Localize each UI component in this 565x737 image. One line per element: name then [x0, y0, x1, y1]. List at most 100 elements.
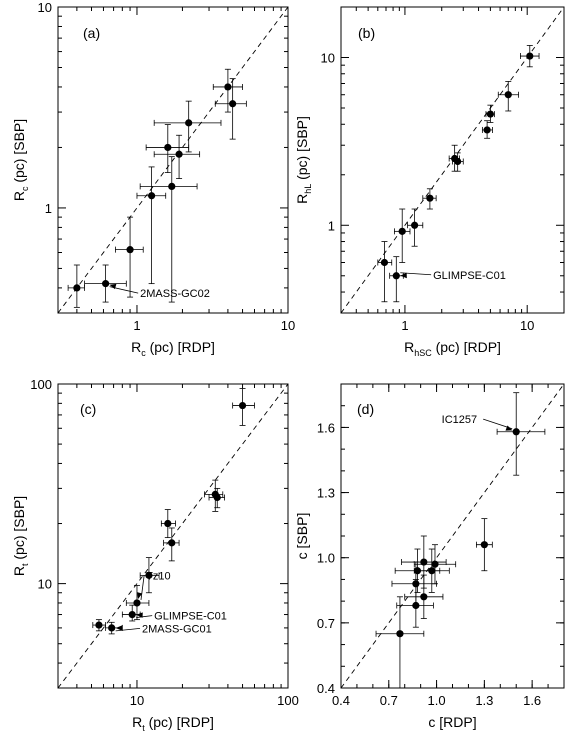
- x-axis-label-sub: t: [142, 723, 145, 733]
- data-point: [393, 208, 411, 263]
- marker: [392, 272, 400, 280]
- y-axis-label-sub: t: [20, 563, 30, 566]
- data-point: [422, 188, 437, 210]
- data-point: [377, 241, 393, 303]
- data-point: [84, 264, 127, 303]
- x-tick-label: 0.7: [380, 693, 398, 708]
- x-tick-label: 10: [281, 318, 295, 333]
- x-tick-label: 1.6: [523, 693, 541, 708]
- y-tick-label: 0.4: [317, 681, 335, 696]
- annotation-arrow-line: [136, 615, 153, 618]
- y-tick-label: 1: [45, 201, 52, 216]
- annotation-arrow-head: [505, 425, 513, 431]
- annotation-arrow-head: [136, 592, 143, 600]
- annotation: Tz10: [136, 570, 171, 601]
- y-tick-label: 10: [38, 577, 52, 592]
- data-point: [485, 104, 495, 123]
- x-axis-label-main: R: [132, 714, 142, 730]
- plot-frame: [340, 6, 565, 314]
- data-point: [475, 518, 493, 572]
- data-point: [496, 392, 546, 476]
- annotation-label: GLIMPSE-C01: [433, 270, 506, 282]
- one-to-one-line: [340, 383, 565, 689]
- x-axis-label-sub: hSC: [414, 348, 432, 358]
- y-axis-label: Rt (pc) [SBP]: [11, 496, 30, 576]
- annotation: 2MASS-GC01: [115, 623, 212, 635]
- x-tick-label: 1: [401, 318, 408, 333]
- marker: [128, 610, 136, 619]
- x-axis-label: c [RDP]: [428, 714, 476, 730]
- one-to-one-line: [57, 6, 289, 314]
- annotation: GLIMPSE-C01: [400, 270, 506, 282]
- marker: [164, 143, 172, 152]
- y-axis-label-sub: c: [20, 186, 30, 191]
- y-axis-label-sub: hL: [303, 184, 313, 194]
- y-tick-label: 1: [328, 218, 335, 233]
- marker: [480, 541, 488, 549]
- marker: [412, 580, 420, 588]
- x-tick-label: 1.0: [428, 693, 446, 708]
- annotation-arrow-line: [400, 272, 432, 276]
- x-axis-label-sub: c: [141, 348, 146, 358]
- y-axis-label-rest: (pc) [SBP]: [11, 496, 27, 564]
- y-axis-label: RhL (pc) [SBP]: [294, 116, 313, 204]
- y-tick-label: 10: [321, 51, 335, 66]
- y-tick-label: 1.3: [317, 486, 335, 501]
- annotation-arrow-head: [109, 283, 117, 290]
- data-point: [153, 134, 201, 179]
- x-axis-label-main: R: [404, 339, 414, 355]
- y-axis-label: Rc (pc) [SBP]: [11, 119, 30, 201]
- data-point: [92, 619, 107, 632]
- marker: [426, 194, 434, 202]
- annotation: IC1257: [442, 414, 513, 431]
- marker: [185, 119, 193, 127]
- marker: [133, 599, 141, 607]
- data-point: [67, 264, 85, 308]
- data-point: [413, 548, 450, 593]
- y-tick-label: 10: [38, 0, 52, 15]
- data-point: [105, 621, 123, 635]
- x-axis-label: Rt (pc) [RDP]: [132, 714, 214, 733]
- marker: [168, 539, 176, 547]
- marker: [148, 192, 156, 200]
- annotation-label: Tz10: [146, 570, 170, 582]
- marker: [431, 560, 439, 568]
- marker: [126, 246, 134, 254]
- y-axis-label-main: R: [11, 566, 27, 576]
- y-axis-label-main: R: [294, 194, 310, 204]
- annotation-label: 2MASS-GC01: [142, 623, 212, 635]
- marker: [108, 624, 116, 632]
- marker: [238, 401, 247, 410]
- x-tick-label: 1.3: [475, 693, 493, 708]
- data-point: [232, 388, 255, 426]
- marker: [420, 593, 428, 601]
- marker: [145, 571, 153, 579]
- data-point: [452, 152, 464, 172]
- data-point: [520, 45, 540, 68]
- data-point: [136, 166, 167, 285]
- marker: [526, 52, 534, 60]
- panel-label: (d): [357, 401, 374, 417]
- annotation-label: 2MASS-GC02: [140, 288, 210, 300]
- data-point: [145, 124, 190, 173]
- data-point: [212, 68, 243, 113]
- y-tick-label: 0.7: [317, 616, 335, 631]
- x-axis-label: RhSC (pc) [RDP]: [404, 339, 501, 358]
- y-axis-label-rest: (pc) [SBP]: [11, 119, 27, 187]
- data-point: [139, 156, 198, 303]
- panel-4: 0.4 0.7 1.0 1.3 1.6 0.4 0.7 1.0 1.3 1.6 IC1257 (d) c…: [294, 383, 565, 730]
- data-point: [413, 544, 457, 585]
- data-point: [163, 527, 180, 562]
- marker: [229, 100, 237, 108]
- annotation: GLIMPSE-C01: [136, 611, 227, 623]
- marker: [411, 221, 419, 229]
- plot-frame: [57, 6, 289, 314]
- marker: [380, 258, 389, 267]
- x-axis-label-rest: (pc) [RDP]: [146, 339, 215, 355]
- marker: [486, 110, 494, 118]
- data-point: [401, 535, 447, 589]
- marker: [398, 227, 406, 235]
- data-point: [139, 557, 160, 594]
